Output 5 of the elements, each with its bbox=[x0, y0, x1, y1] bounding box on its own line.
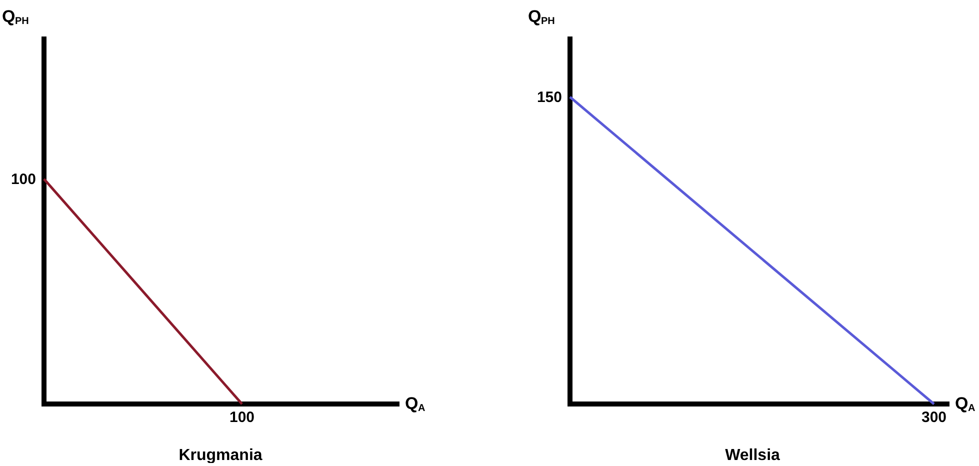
text: Wellsia bbox=[725, 447, 780, 464]
annotation: 150 bbox=[536, 89, 562, 106]
text: 100 bbox=[10, 171, 36, 188]
text: 300 bbox=[921, 409, 947, 426]
text: 100 bbox=[229, 409, 255, 426]
